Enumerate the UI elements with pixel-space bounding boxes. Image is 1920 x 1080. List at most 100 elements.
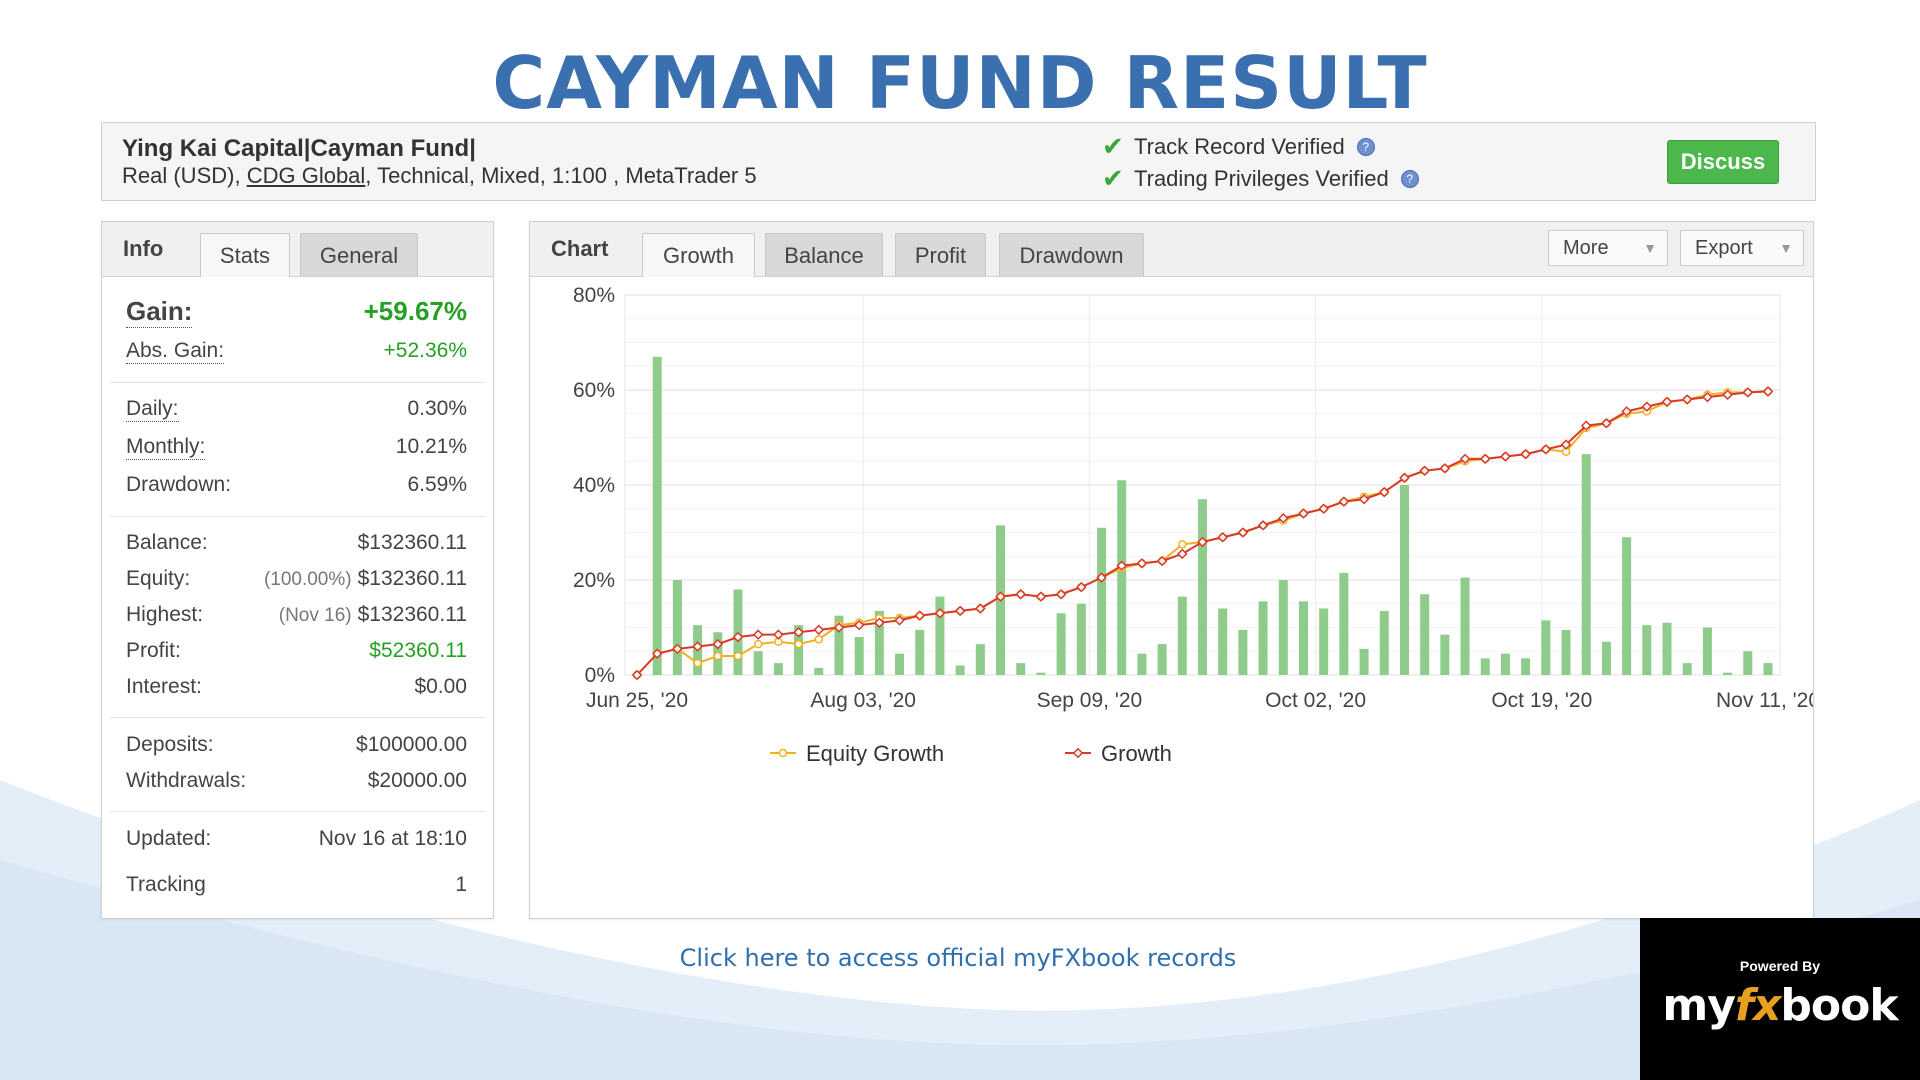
equity-percent: (100.00%)	[263, 569, 352, 590]
growth-point	[1439, 463, 1451, 474]
growth-bar	[1420, 594, 1430, 675]
growth-point	[1096, 572, 1107, 583]
growth-point	[793, 626, 804, 638]
growth-bar	[1500, 653, 1510, 675]
export-dropdown[interactable]: Export ▼	[1680, 230, 1804, 266]
gain-label[interactable]: Gain:	[126, 296, 193, 328]
tab-balance[interactable]: Balance	[765, 233, 883, 276]
daily-label[interactable]: Daily:	[126, 397, 179, 422]
logo-fx: fx	[1734, 980, 1782, 1031]
tab-drawdown[interactable]: Drawdown	[999, 233, 1144, 276]
growth-point	[1540, 444, 1552, 455]
growth-bar	[1258, 601, 1268, 675]
growth-bar	[895, 653, 905, 675]
equity-growth-point	[794, 639, 803, 649]
growth-bar	[753, 651, 763, 675]
x-tick-label: Jun 25, '20	[586, 689, 688, 712]
growth-bar	[1743, 651, 1753, 675]
growth-point	[752, 629, 764, 640]
powered-by-label: Powered By	[1739, 958, 1821, 974]
growth-bar	[1541, 620, 1551, 675]
y-tick-label: 20%	[573, 569, 615, 592]
x-tick-label: Aug 03, '20	[810, 689, 916, 712]
drawdown-value: 6.59%	[407, 473, 467, 496]
tab-growth[interactable]: Growth	[642, 233, 755, 277]
growth-bar	[1298, 601, 1308, 675]
growth-point	[1399, 472, 1410, 484]
growth-point	[1197, 536, 1208, 548]
tracking-label: Tracking	[126, 873, 206, 896]
growth-bar	[1480, 658, 1490, 675]
growth-bar	[935, 596, 945, 675]
growth-bar	[854, 637, 864, 675]
growth-bar	[1622, 537, 1632, 675]
broker-link[interactable]: CDG Global	[246, 163, 366, 188]
interest-row: Interest: $0.00	[126, 675, 467, 699]
discuss-button[interactable]: Discuss	[1667, 140, 1779, 184]
growth-point	[1378, 486, 1390, 498]
x-tick-label: Sep 09, '20	[1037, 689, 1143, 712]
growth-bar	[1662, 622, 1672, 675]
growth-point	[1035, 591, 1047, 602]
tab-stats[interactable]: Stats	[200, 233, 290, 277]
growth-point	[672, 643, 683, 655]
powered-by-badge[interactable]: Powered By myfxbook	[1640, 918, 1920, 1080]
growth-bar	[1177, 596, 1187, 675]
more-dropdown[interactable]: More ▼	[1548, 230, 1668, 266]
growth-point	[631, 669, 643, 681]
growth-point	[1681, 394, 1693, 405]
more-label: More	[1563, 237, 1609, 259]
growth-point	[1177, 548, 1188, 560]
x-tick-label: Oct 02, '20	[1265, 689, 1366, 712]
growth-point	[692, 641, 703, 652]
growth-point	[651, 648, 663, 659]
growth-point	[1560, 439, 1572, 450]
myfxbook-records-link[interactable]: Click here to access official myFXbook r…	[679, 944, 1237, 972]
monthly-label[interactable]: Monthly:	[126, 435, 206, 460]
growth-bar	[874, 610, 884, 675]
growth-bar	[1460, 577, 1470, 675]
chart-tabbar: Chart Growth Balance Profit Drawdown Mor…	[530, 222, 1813, 277]
growth-bar	[1218, 608, 1228, 675]
growth-bar	[1137, 653, 1147, 675]
monthly-row: Monthly: 10.21%	[126, 435, 467, 460]
x-tick-label: Nov 11, '20	[1716, 689, 1813, 712]
highest-value: $132360.11	[357, 603, 467, 626]
monthly-value: 10.21%	[395, 435, 467, 458]
interest-label: Interest:	[126, 675, 202, 698]
drawdown-row: Drawdown: 6.59%	[126, 473, 467, 497]
gain-row: Gain: +59.67%	[126, 296, 467, 328]
help-icon[interactable]: ?	[1356, 137, 1375, 156]
balance-label: Balance:	[126, 531, 208, 554]
daily-row: Daily: 0.30%	[126, 397, 467, 422]
growth-bar	[814, 667, 824, 675]
growth-bar	[1056, 613, 1066, 675]
tab-profit[interactable]: Profit	[895, 233, 986, 276]
growth-bar	[915, 629, 925, 675]
track-record-verified: ✔ Track Record Verified ?	[1102, 131, 1375, 162]
growth-point	[1520, 448, 1531, 460]
abs-gain-label[interactable]: Abs. Gain:	[126, 339, 225, 364]
growth-point	[1580, 420, 1592, 431]
growth-point	[813, 624, 825, 636]
y-tick-label: 0%	[585, 664, 615, 687]
growth-point	[1702, 391, 1713, 403]
growth-point	[1358, 493, 1370, 505]
account-header: Ying Kai Capital|Cayman Fund| Real (USD)…	[101, 122, 1816, 201]
profit-value: $52360.11	[369, 639, 467, 662]
growth-point	[1479, 453, 1491, 465]
growth-bar	[672, 580, 682, 675]
help-icon[interactable]: ?	[1400, 169, 1419, 188]
trading-privileges-verified: ✔ Trading Privileges Verified ?	[1102, 163, 1419, 194]
growth-bar	[1319, 608, 1329, 675]
chart-legend: Equity Growth Growth	[770, 741, 1172, 766]
divider	[110, 717, 485, 718]
tab-general[interactable]: General	[300, 233, 418, 276]
equity-growth-point	[713, 651, 723, 661]
growth-point	[914, 610, 926, 621]
track-record-label: Track Record Verified	[1134, 133, 1345, 159]
growth-point	[1298, 508, 1309, 519]
growth-point	[773, 629, 784, 640]
myfxbook-logo: myfxbook	[1640, 980, 1920, 1031]
growth-bar	[1561, 629, 1571, 675]
